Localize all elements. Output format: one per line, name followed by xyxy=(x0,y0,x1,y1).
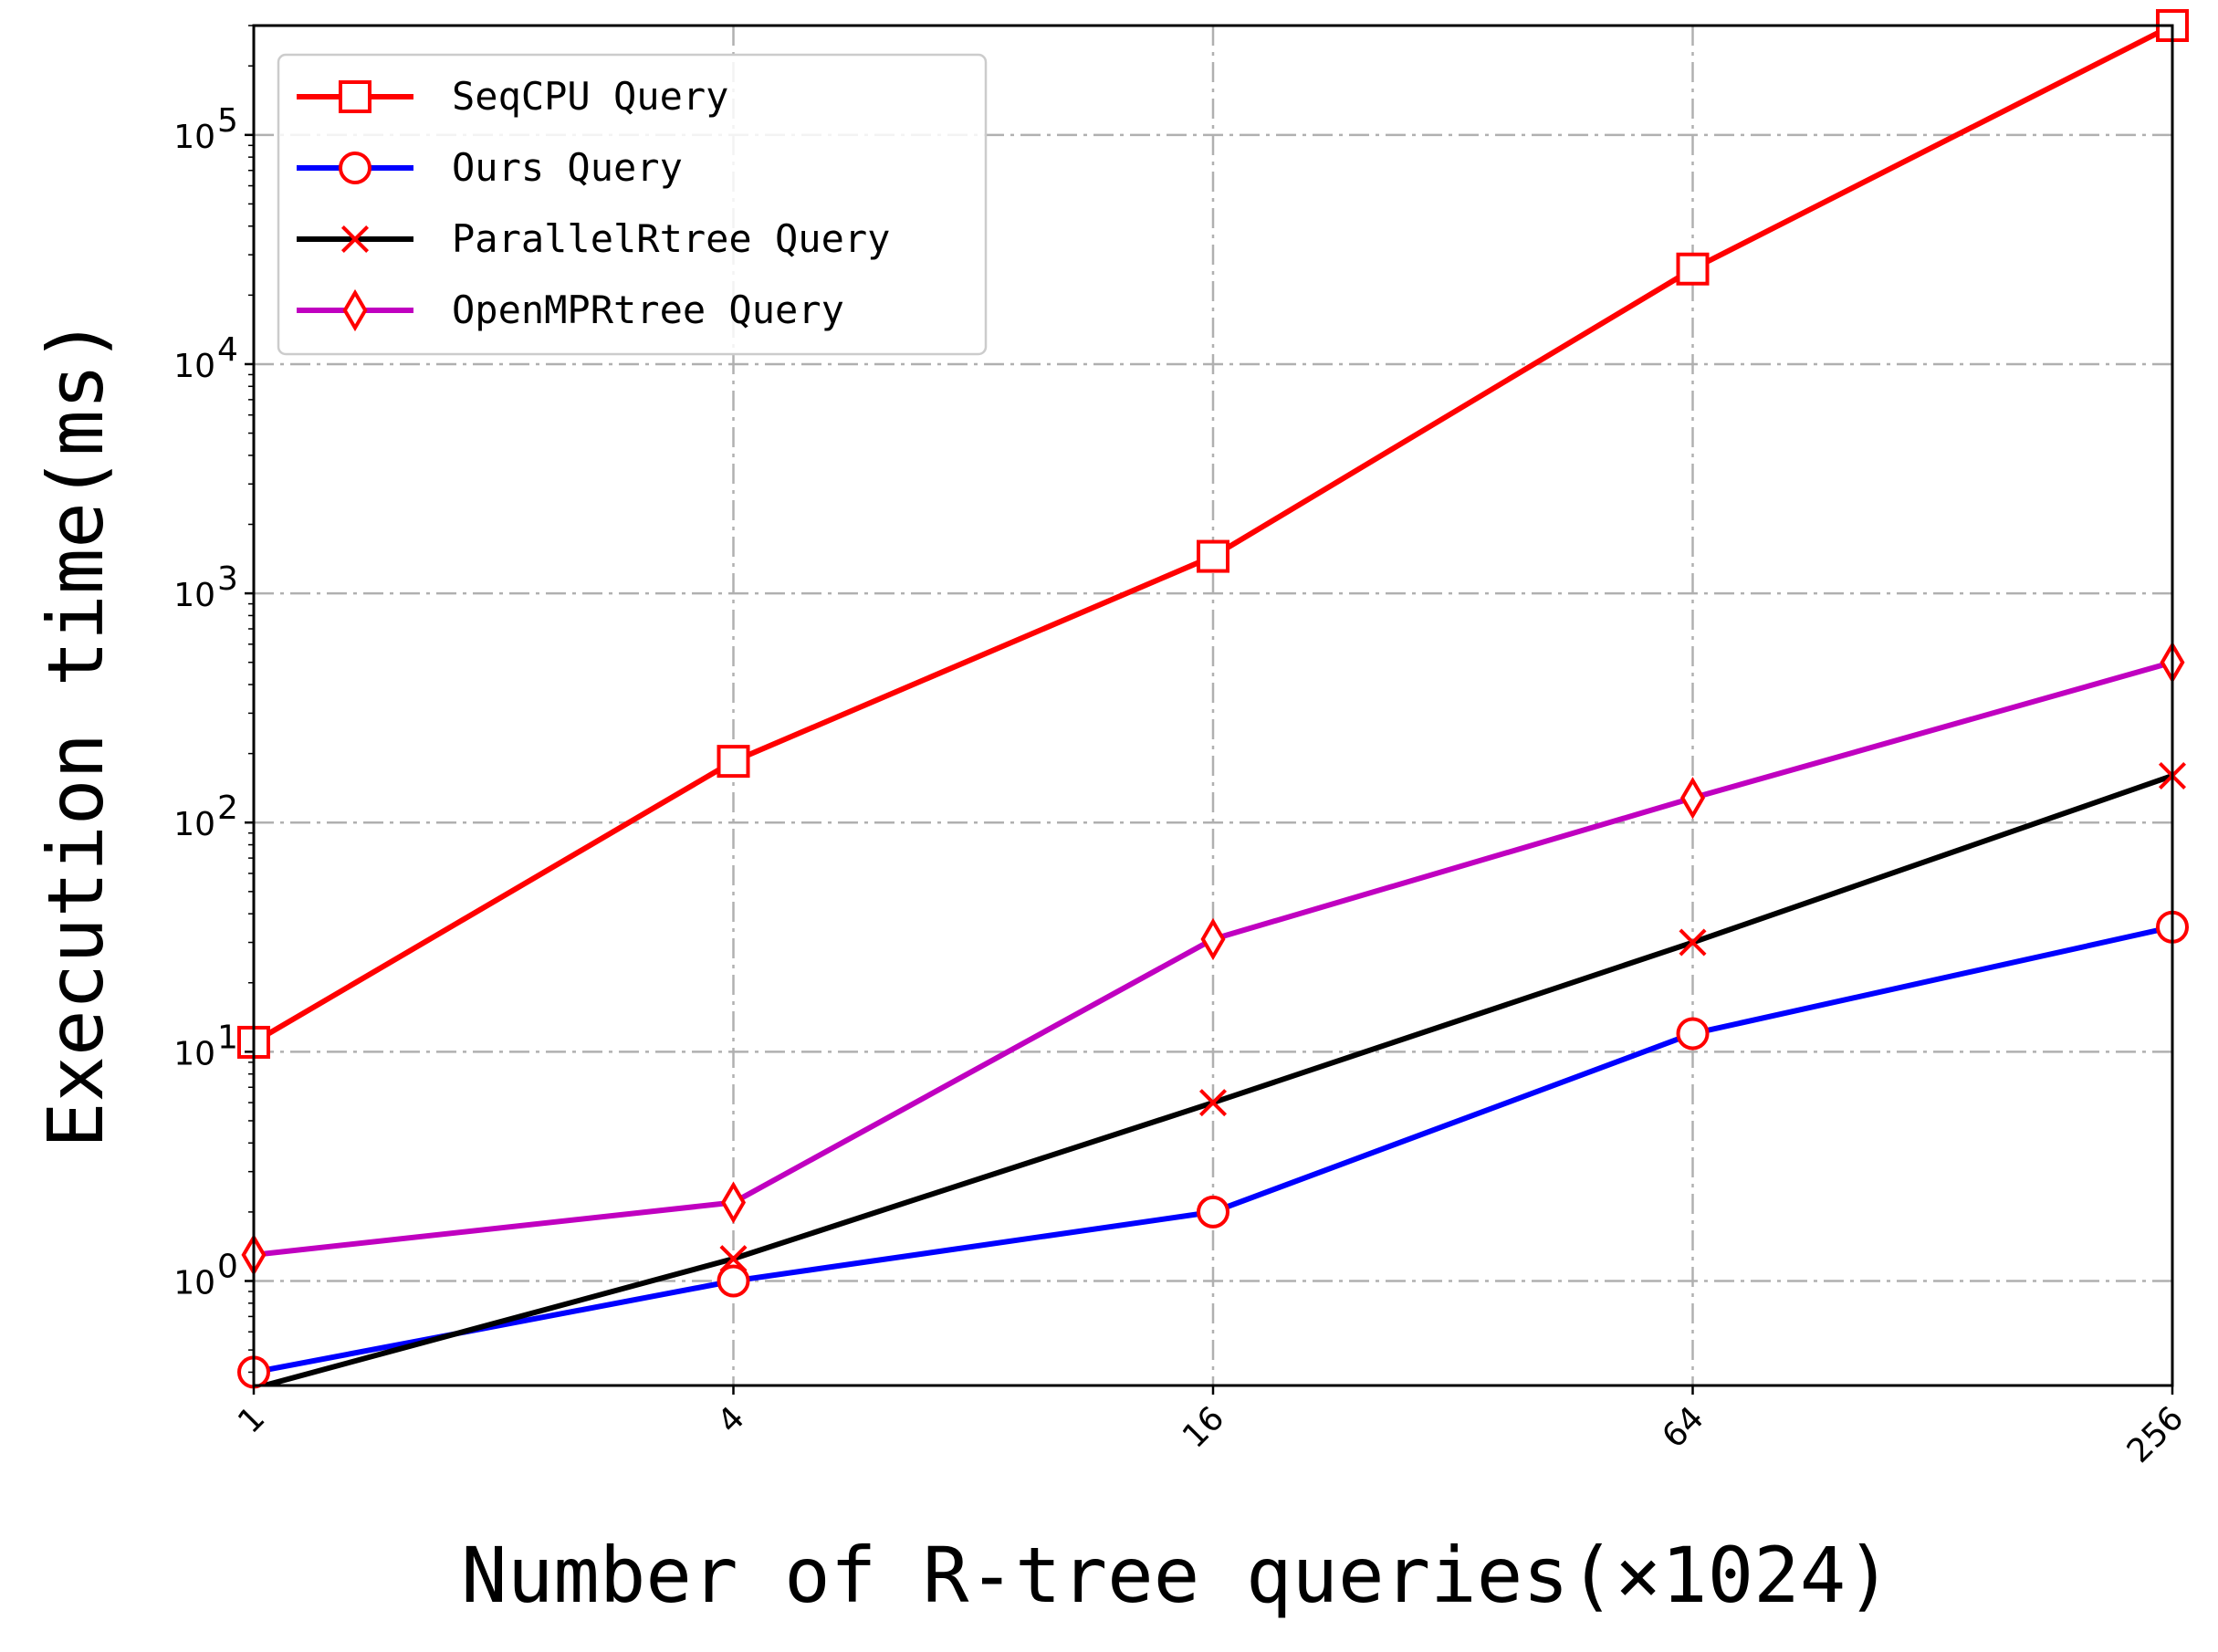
x-tick-label: 256 xyxy=(2120,1399,2192,1470)
y-tick-label: 10 xyxy=(173,577,215,614)
data-point xyxy=(1197,539,1229,573)
y-axis-title: Execution time(ms) xyxy=(31,318,120,1148)
y-tick-label: 10 xyxy=(173,119,215,156)
data-point xyxy=(720,1181,747,1224)
x-tick-label: 4 xyxy=(711,1399,752,1440)
grid-lines xyxy=(254,26,2172,1385)
x-axis-title: Number of R-tree queries(×1024) xyxy=(461,1531,1892,1620)
y-tick-exponent: 4 xyxy=(217,331,238,369)
data-point xyxy=(1676,1017,1710,1051)
legend-marker xyxy=(340,225,370,254)
data-point xyxy=(717,745,750,779)
x-tick-label: 1 xyxy=(231,1399,272,1440)
legend: SeqCPU Query Ours Query ParallelRtree Quer… xyxy=(277,53,988,356)
x-tick-label: 16 xyxy=(1176,1399,1231,1455)
legend-marker xyxy=(342,288,368,332)
legend-label: Ours Query xyxy=(452,145,683,190)
y-tick-exponent: 0 xyxy=(217,1248,238,1285)
y-tick-label: 10 xyxy=(173,1264,215,1302)
legend-marker xyxy=(339,80,371,113)
x-axis-ticks: 1 4 16 64 256 xyxy=(231,1385,2191,1470)
y-tick-exponent: 1 xyxy=(217,1019,238,1056)
legend-label: ParallelRtree Query xyxy=(452,216,890,261)
y-tick-label: 10 xyxy=(173,806,215,843)
data-point xyxy=(1676,252,1710,286)
y-tick-label: 10 xyxy=(173,348,215,385)
data-point xyxy=(1679,777,1706,820)
x-tick-label: 64 xyxy=(1655,1399,1711,1455)
y-tick-exponent: 2 xyxy=(217,789,238,827)
y-tick-label: 10 xyxy=(173,1035,215,1072)
data-point xyxy=(717,1264,750,1298)
legend-label: OpenMPRtree Query xyxy=(452,288,844,332)
data-point xyxy=(1200,917,1226,961)
data-point xyxy=(719,1245,748,1273)
data-point xyxy=(1679,928,1707,957)
legend-marker xyxy=(339,152,371,184)
y-tick-exponent: 5 xyxy=(217,102,238,140)
y-tick-exponent: 3 xyxy=(217,560,238,598)
data-point xyxy=(1198,1089,1228,1117)
legend-label: SeqCPU Query xyxy=(452,74,728,119)
data-point xyxy=(1197,1195,1229,1229)
legend-box xyxy=(277,53,988,356)
